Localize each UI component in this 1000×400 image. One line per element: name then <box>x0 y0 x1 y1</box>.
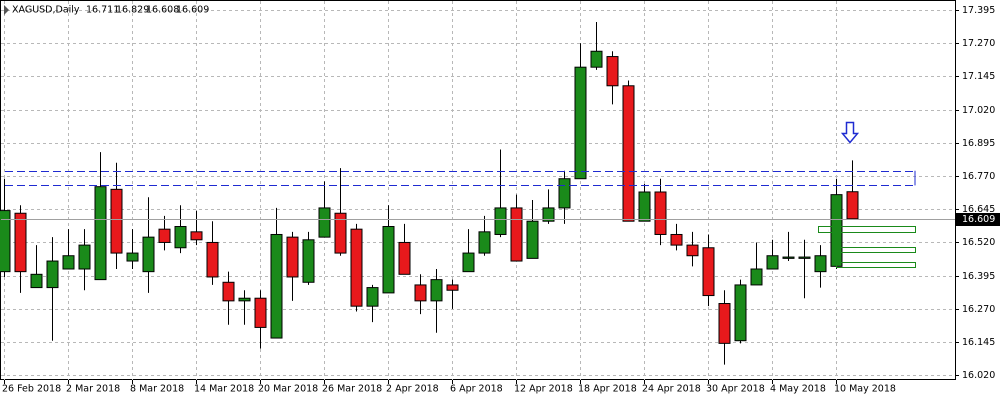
candle-body <box>270 233 283 339</box>
high-value: 16.829 <box>116 5 149 16</box>
candle-body <box>382 226 395 294</box>
candle-body <box>750 268 763 286</box>
y-tick-label: 16.145 <box>962 337 995 348</box>
candle-body <box>606 56 619 87</box>
x-tick-label: 10 May 2018 <box>834 384 896 395</box>
candle-body <box>830 194 843 267</box>
x-tick-label: 18 Apr 2018 <box>578 384 637 395</box>
candle-body <box>798 256 811 259</box>
candle-body <box>30 273 43 289</box>
candle-body <box>286 236 299 278</box>
candle-body <box>638 191 651 222</box>
candle-body <box>654 191 667 235</box>
candle-body <box>254 297 267 328</box>
candle-body <box>14 212 27 273</box>
candle-body <box>446 284 459 291</box>
x-tick-label: 26 Mar 2018 <box>322 384 382 395</box>
candle-body <box>734 284 747 342</box>
y-tick-label: 17.270 <box>962 38 995 49</box>
x-tick-label: 24 Apr 2018 <box>642 384 701 395</box>
candle-body <box>0 210 11 273</box>
y-tick-label: 16.020 <box>962 370 995 381</box>
candle-body <box>398 241 411 275</box>
x-tick-label: 20 Mar 2018 <box>258 384 318 395</box>
candle-body <box>302 239 315 283</box>
x-tick-label: 12 Apr 2018 <box>514 384 573 395</box>
candle-body <box>702 247 715 297</box>
x-tick-label: 30 Apr 2018 <box>706 384 765 395</box>
arrow-marker <box>840 121 860 144</box>
y-tick-label: 16.645 <box>962 204 995 215</box>
y-tick-label: 16.895 <box>962 138 995 149</box>
candle-body <box>510 207 523 262</box>
x-tick-label: 14 Mar 2018 <box>194 384 254 395</box>
candle-body <box>526 220 539 259</box>
candles <box>0 22 859 365</box>
price-tag-label: 16.609 <box>962 214 995 225</box>
candle-body <box>846 191 859 220</box>
y-tick-label: 16.270 <box>962 304 995 315</box>
candle-body <box>94 186 107 281</box>
candle-body <box>430 279 443 302</box>
candle-body <box>126 252 139 262</box>
y-tick-label: 16.395 <box>962 271 995 282</box>
candle-body <box>46 260 59 289</box>
y-tick-label: 17.145 <box>962 71 995 82</box>
candle-body <box>222 281 235 302</box>
candle-body <box>62 255 75 270</box>
candle-body <box>574 66 587 180</box>
candle-body <box>622 85 635 222</box>
candle-body <box>814 255 827 273</box>
candle-body <box>590 50 603 68</box>
x-tick-label: 8 Mar 2018 <box>130 384 184 395</box>
candle-body <box>462 252 475 273</box>
price-tag <box>956 213 1000 226</box>
candle-body <box>670 233 683 246</box>
candle-body <box>142 236 155 273</box>
x-tick-label: 26 Feb 2018 <box>2 384 61 395</box>
candle-body <box>350 228 363 307</box>
candle-body <box>110 188 123 254</box>
zone-box <box>836 247 916 253</box>
candle-body <box>766 255 779 270</box>
candle-body <box>334 212 347 254</box>
x-tick-label: 2 Apr 2018 <box>386 384 439 395</box>
y-tick-label: 16.770 <box>962 171 995 182</box>
candle-body <box>686 244 699 257</box>
candle-body <box>558 178 571 209</box>
close-value: 16.609 <box>176 5 209 16</box>
candle-body <box>494 207 507 235</box>
candle-body <box>190 231 203 241</box>
candle-body <box>318 207 331 238</box>
candle-body <box>238 297 251 302</box>
plot-frame <box>0 0 956 380</box>
x-tick-label: 2 Mar 2018 <box>66 384 120 395</box>
y-tick-label: 17.020 <box>962 105 995 116</box>
candle-body <box>158 228 171 243</box>
candle-body <box>174 226 187 249</box>
candle-body <box>478 231 491 254</box>
low-value: 16.608 <box>146 5 179 16</box>
zone-box <box>836 262 916 268</box>
y-tick-label: 16.520 <box>962 237 995 248</box>
chart-title: XAGUSD,Daily <box>12 5 80 16</box>
candle-body <box>414 284 427 302</box>
candle-body <box>718 303 731 344</box>
x-tick-label: 6 Apr 2018 <box>450 384 503 395</box>
open-value: 16.711 <box>86 5 119 16</box>
y-tick-label: 17.395 <box>962 5 995 16</box>
x-tick-label: 4 May 2018 <box>770 384 826 395</box>
candle-body <box>782 256 795 259</box>
candle-body <box>366 287 379 307</box>
candle-body <box>542 207 555 222</box>
candle-body <box>206 241 219 278</box>
zone-box <box>818 226 916 233</box>
symbol-icon <box>4 5 9 15</box>
candle-body <box>78 244 91 270</box>
